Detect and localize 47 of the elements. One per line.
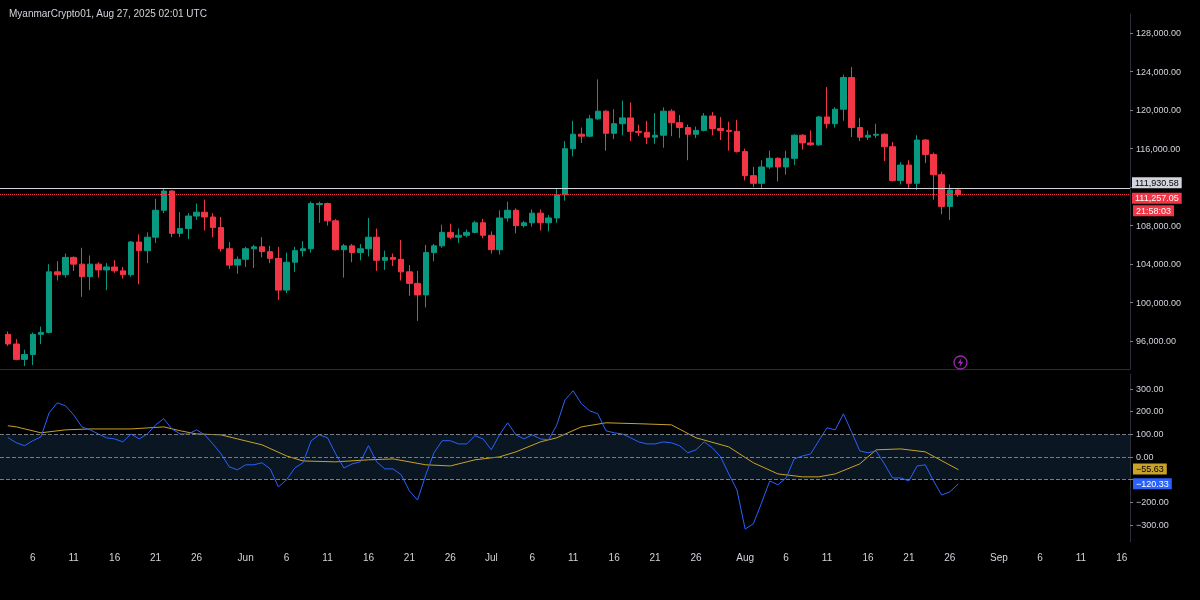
x-tick-label: 26: [190, 551, 203, 563]
x-tick-label: 6: [529, 551, 536, 563]
y-tick-label: 200.00: [1136, 406, 1164, 417]
y-tick-label: 108,000.00: [1136, 220, 1182, 231]
text: 21:58:03: [1136, 205, 1172, 216]
x-tick-label: 11: [821, 551, 833, 563]
x-tick-label: 16: [862, 551, 874, 563]
x-tick-label: 21: [150, 551, 162, 563]
y-tick-label: 104,000.00: [1136, 259, 1182, 270]
text: −120.33: [1136, 478, 1169, 489]
y-tick-label: 300.00: [1136, 383, 1164, 394]
y-tick-label: 116,000.00: [1136, 143, 1181, 154]
y-tick-label: −300.00: [1136, 519, 1169, 530]
x-tick-label: 26: [690, 551, 703, 563]
x-tick-label: 16: [608, 551, 621, 563]
y-tick-label: 0.00: [1136, 451, 1154, 462]
x-tick-label: 16: [109, 551, 121, 563]
x-tick-label: 11: [322, 551, 334, 563]
x-tick-label: 6: [29, 551, 36, 563]
x-tick-label: 21: [903, 551, 915, 563]
x-tick-label: 11: [1075, 551, 1087, 563]
x-tick-label: 16: [362, 551, 375, 563]
y-tick-label: 120,000.00: [1136, 105, 1182, 116]
x-tick-label: 6: [1037, 551, 1044, 563]
x-tick-label: 21: [649, 551, 662, 563]
y-tick-label: 100.00: [1136, 429, 1164, 440]
y-tick-label: 96,000.00: [1136, 336, 1177, 347]
x-tick-label: 16: [1116, 551, 1128, 563]
x-tick-label: 11: [567, 551, 579, 563]
x-tick-label: 6: [783, 551, 790, 563]
y-tick-label: 100,000.00: [1136, 297, 1182, 308]
chart-title: MyanmarCrypto01, Aug 27, 2025 02:01 UTC: [9, 7, 207, 19]
y-tick-label: −200.00: [1136, 497, 1169, 508]
x-tick-label: Sep: [990, 551, 1009, 563]
x-tick-label: 26: [944, 551, 956, 563]
x-tick-label: Aug: [736, 551, 755, 563]
x-tick-label: Jul: [484, 551, 498, 563]
y-tick-label: 128,000.00: [1136, 28, 1182, 39]
ref-line-label: 111,930.58: [1135, 177, 1179, 188]
x-tick-label: 21: [403, 551, 416, 563]
text: −55.63: [1136, 463, 1164, 474]
x-tick-label: 6: [283, 551, 290, 563]
x-tick-label: Jun: [237, 551, 254, 563]
ref-line-label: 111,257.05: [1135, 193, 1179, 204]
y-tick-label: 124,000.00: [1136, 66, 1182, 77]
x-tick-label: 26: [444, 551, 457, 563]
x-tick-label: 11: [68, 551, 80, 563]
